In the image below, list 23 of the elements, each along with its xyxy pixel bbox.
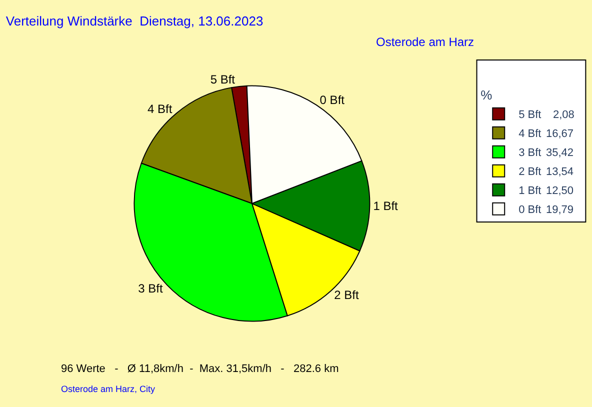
data-label: 35,42 <box>546 147 574 159</box>
legend-label: 4 Bft <box>518 128 542 140</box>
legend-label: 1 Bft <box>518 185 542 198</box>
text: 96 Werte - Ø 11,8km/h - Max. 31,5km/h - 282.6 km <box>61 363 339 375</box>
data-label: 16,67 <box>546 128 574 140</box>
slice-label: 2 Bft <box>334 288 360 302</box>
chart-title: Verteilung Windstärke Dienstag, 13.06.2023 <box>6 13 264 28</box>
data-label: 19,79 <box>546 204 574 216</box>
slice-label: 3 Bft <box>138 281 164 296</box>
legend-title: % <box>480 87 493 102</box>
slice-label: 0 Bft <box>320 92 346 107</box>
chart-subtitle: Osterode am Harz <box>376 35 474 49</box>
legend-label: 2 Bft <box>518 166 542 178</box>
slice-label: 4 Bft <box>147 102 173 116</box>
data-label: 2,08 <box>553 109 574 121</box>
legend-label: 3 Bft <box>518 147 542 160</box>
legend-label: 0 Bft <box>518 204 542 216</box>
slice-label: 1 Bft <box>373 199 399 214</box>
slice-label: 5 Bft <box>210 72 236 87</box>
legend-label: 5 Bft <box>518 109 542 122</box>
data-label: 13,54 <box>546 166 574 178</box>
text: Osterode am Harz, City <box>61 384 156 394</box>
data-label: 12,50 <box>546 185 574 197</box>
